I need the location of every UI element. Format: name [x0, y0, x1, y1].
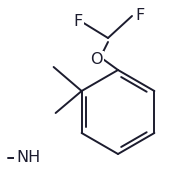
Text: F: F — [135, 7, 145, 22]
Text: F: F — [73, 14, 83, 29]
Text: NH: NH — [16, 150, 40, 165]
Text: O: O — [90, 52, 102, 67]
